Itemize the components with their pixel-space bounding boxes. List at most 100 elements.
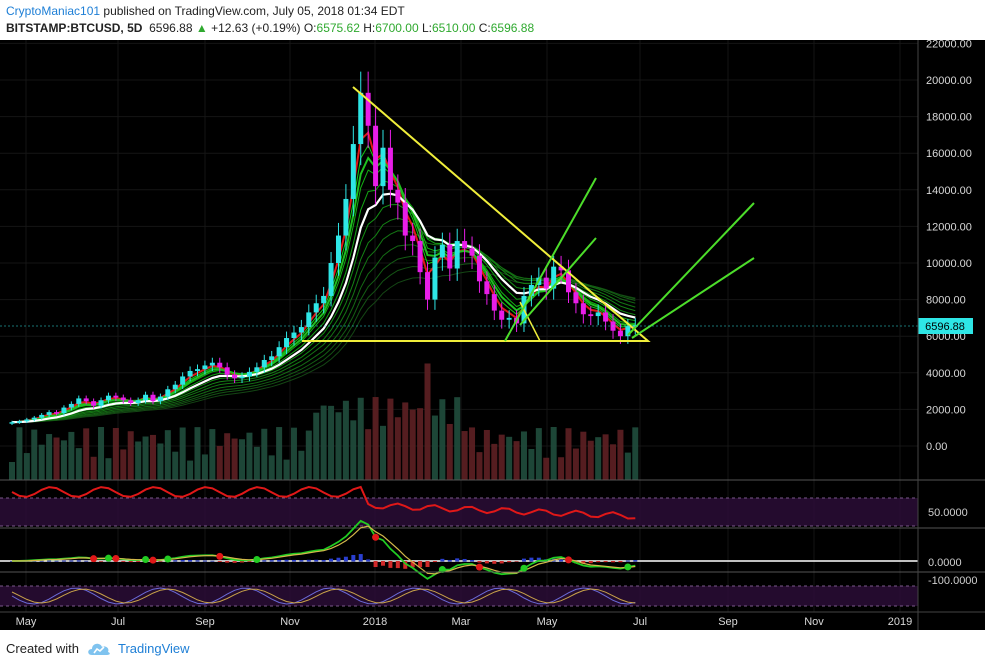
macd-histogram-bar <box>247 561 252 562</box>
volume-bar <box>261 428 268 480</box>
macd-histogram-bar <box>225 561 230 563</box>
price-axis[interactable]: 0.00 2000.00 4000.00 6000.00 8000.00 10000.00… <box>926 38 972 453</box>
volume-bar <box>380 425 386 480</box>
macd-cross-dot <box>253 556 261 564</box>
volume-bar <box>216 445 223 480</box>
candle <box>46 410 52 418</box>
volume-bar <box>387 398 394 480</box>
time-axis[interactable]: May Jul Sep Nov 2018 Mar May Jul Sep Nov 2019 <box>16 616 913 628</box>
price-tick-label: 4000.00 <box>926 368 966 380</box>
macd-histogram-bar <box>299 560 304 562</box>
volume-bar <box>53 437 60 480</box>
volume-bar <box>179 427 186 480</box>
macd-cross-dot <box>142 556 150 564</box>
macd-histogram-bar <box>173 560 178 562</box>
macd-histogram-bar <box>121 561 126 562</box>
macd-histogram-bar <box>418 561 423 568</box>
volume-bar <box>617 429 624 480</box>
fan-line-3[interactable] <box>627 202 755 336</box>
volume-bar <box>498 434 505 480</box>
candle <box>195 364 200 377</box>
volume-bar <box>483 429 490 480</box>
macd-cross-dot <box>624 563 632 571</box>
macd-cross-dot <box>104 554 112 562</box>
volume-bar <box>157 443 164 480</box>
macd-histogram-bar <box>611 561 616 563</box>
author-link[interactable]: CryptoManiac101 <box>6 4 101 18</box>
candle <box>172 381 178 394</box>
last-price-tag-label: 6596.88 <box>925 321 965 333</box>
candle <box>454 228 460 281</box>
candle <box>298 319 304 341</box>
volume-bar <box>149 434 156 480</box>
volume-bar <box>476 452 483 480</box>
volume-bar <box>298 450 305 480</box>
candle <box>417 228 423 285</box>
macd-histogram-bar <box>202 560 207 562</box>
high-value: 6700.00 <box>375 21 419 35</box>
price-change: +12.63 (+0.19%) <box>211 21 301 35</box>
macd-histogram-bar <box>447 559 452 562</box>
macd-histogram-bar <box>240 561 245 563</box>
macd-histogram-bar <box>596 561 601 563</box>
macd-cross-dot <box>90 555 98 563</box>
macd-histogram-bar <box>39 560 44 562</box>
candle <box>588 306 594 326</box>
volume-bar <box>305 430 312 480</box>
volume-bar <box>231 438 238 480</box>
candle <box>284 331 290 355</box>
macd-histogram-bar <box>462 558 467 562</box>
chart-svg[interactable]: 0.00 2000.00 4000.00 6000.00 8000.00 10000.00… <box>0 38 985 630</box>
candle <box>291 325 297 346</box>
macd-cross-dot <box>164 555 172 563</box>
macd-histogram-bar <box>559 559 564 562</box>
macd-histogram-bar <box>373 561 378 568</box>
candle <box>476 244 482 293</box>
volume-bar <box>350 420 357 480</box>
tradingview-brand-link[interactable]: TradingView <box>118 641 190 656</box>
up-arrow-icon: ▲ <box>195 21 208 35</box>
volume-bars <box>9 363 639 480</box>
macd-histogram-bar <box>99 561 104 562</box>
fan-line-4[interactable] <box>631 257 755 339</box>
candle <box>499 302 505 329</box>
fan-line-2[interactable] <box>519 237 597 326</box>
volume-bar <box>543 457 550 480</box>
candle <box>217 357 223 373</box>
macd-histogram-bar <box>314 559 319 562</box>
fan-line-1[interactable] <box>504 177 597 342</box>
volume-bar <box>83 428 90 480</box>
candle <box>224 362 230 380</box>
candle <box>491 284 497 321</box>
tradingview-cloud-icon[interactable] <box>86 639 112 657</box>
footer: Created with TradingView <box>0 630 985 666</box>
macd-histogram-bar <box>351 554 356 562</box>
macd-cross-dot <box>520 564 528 572</box>
macd-histogram-bar <box>180 560 185 562</box>
volume-bar <box>46 434 53 480</box>
symbol-label: BITSTAMP:BTCUSD, 5D <box>6 21 143 35</box>
time-tick-label: 2019 <box>888 616 912 628</box>
time-tick-label: Jul <box>633 616 647 628</box>
candle <box>395 174 401 220</box>
chart-canvas[interactable]: 0.00 2000.00 4000.00 6000.00 8000.00 10000.00… <box>0 38 985 630</box>
volume-bar <box>520 431 527 480</box>
macd-cross-dot <box>149 556 157 564</box>
candle <box>16 419 22 424</box>
macd-histogram-bar <box>32 560 37 562</box>
volume-bar <box>357 397 364 480</box>
macd-histogram-bar <box>521 558 526 562</box>
candle <box>98 397 104 409</box>
volume-bar <box>446 423 453 480</box>
close-label: C: <box>478 21 491 35</box>
price-tick-label: 2000.00 <box>926 404 966 416</box>
macd-histogram-bar <box>69 560 74 562</box>
macd-histogram-bar <box>291 559 296 562</box>
volume-bar <box>342 400 349 480</box>
volume-bar <box>602 434 609 480</box>
macd-zero-label: 0.0000 <box>928 557 962 569</box>
macd-cross-dot <box>372 533 380 541</box>
candle <box>469 236 475 270</box>
drawing-tools[interactable] <box>302 86 755 342</box>
candle <box>54 410 60 416</box>
